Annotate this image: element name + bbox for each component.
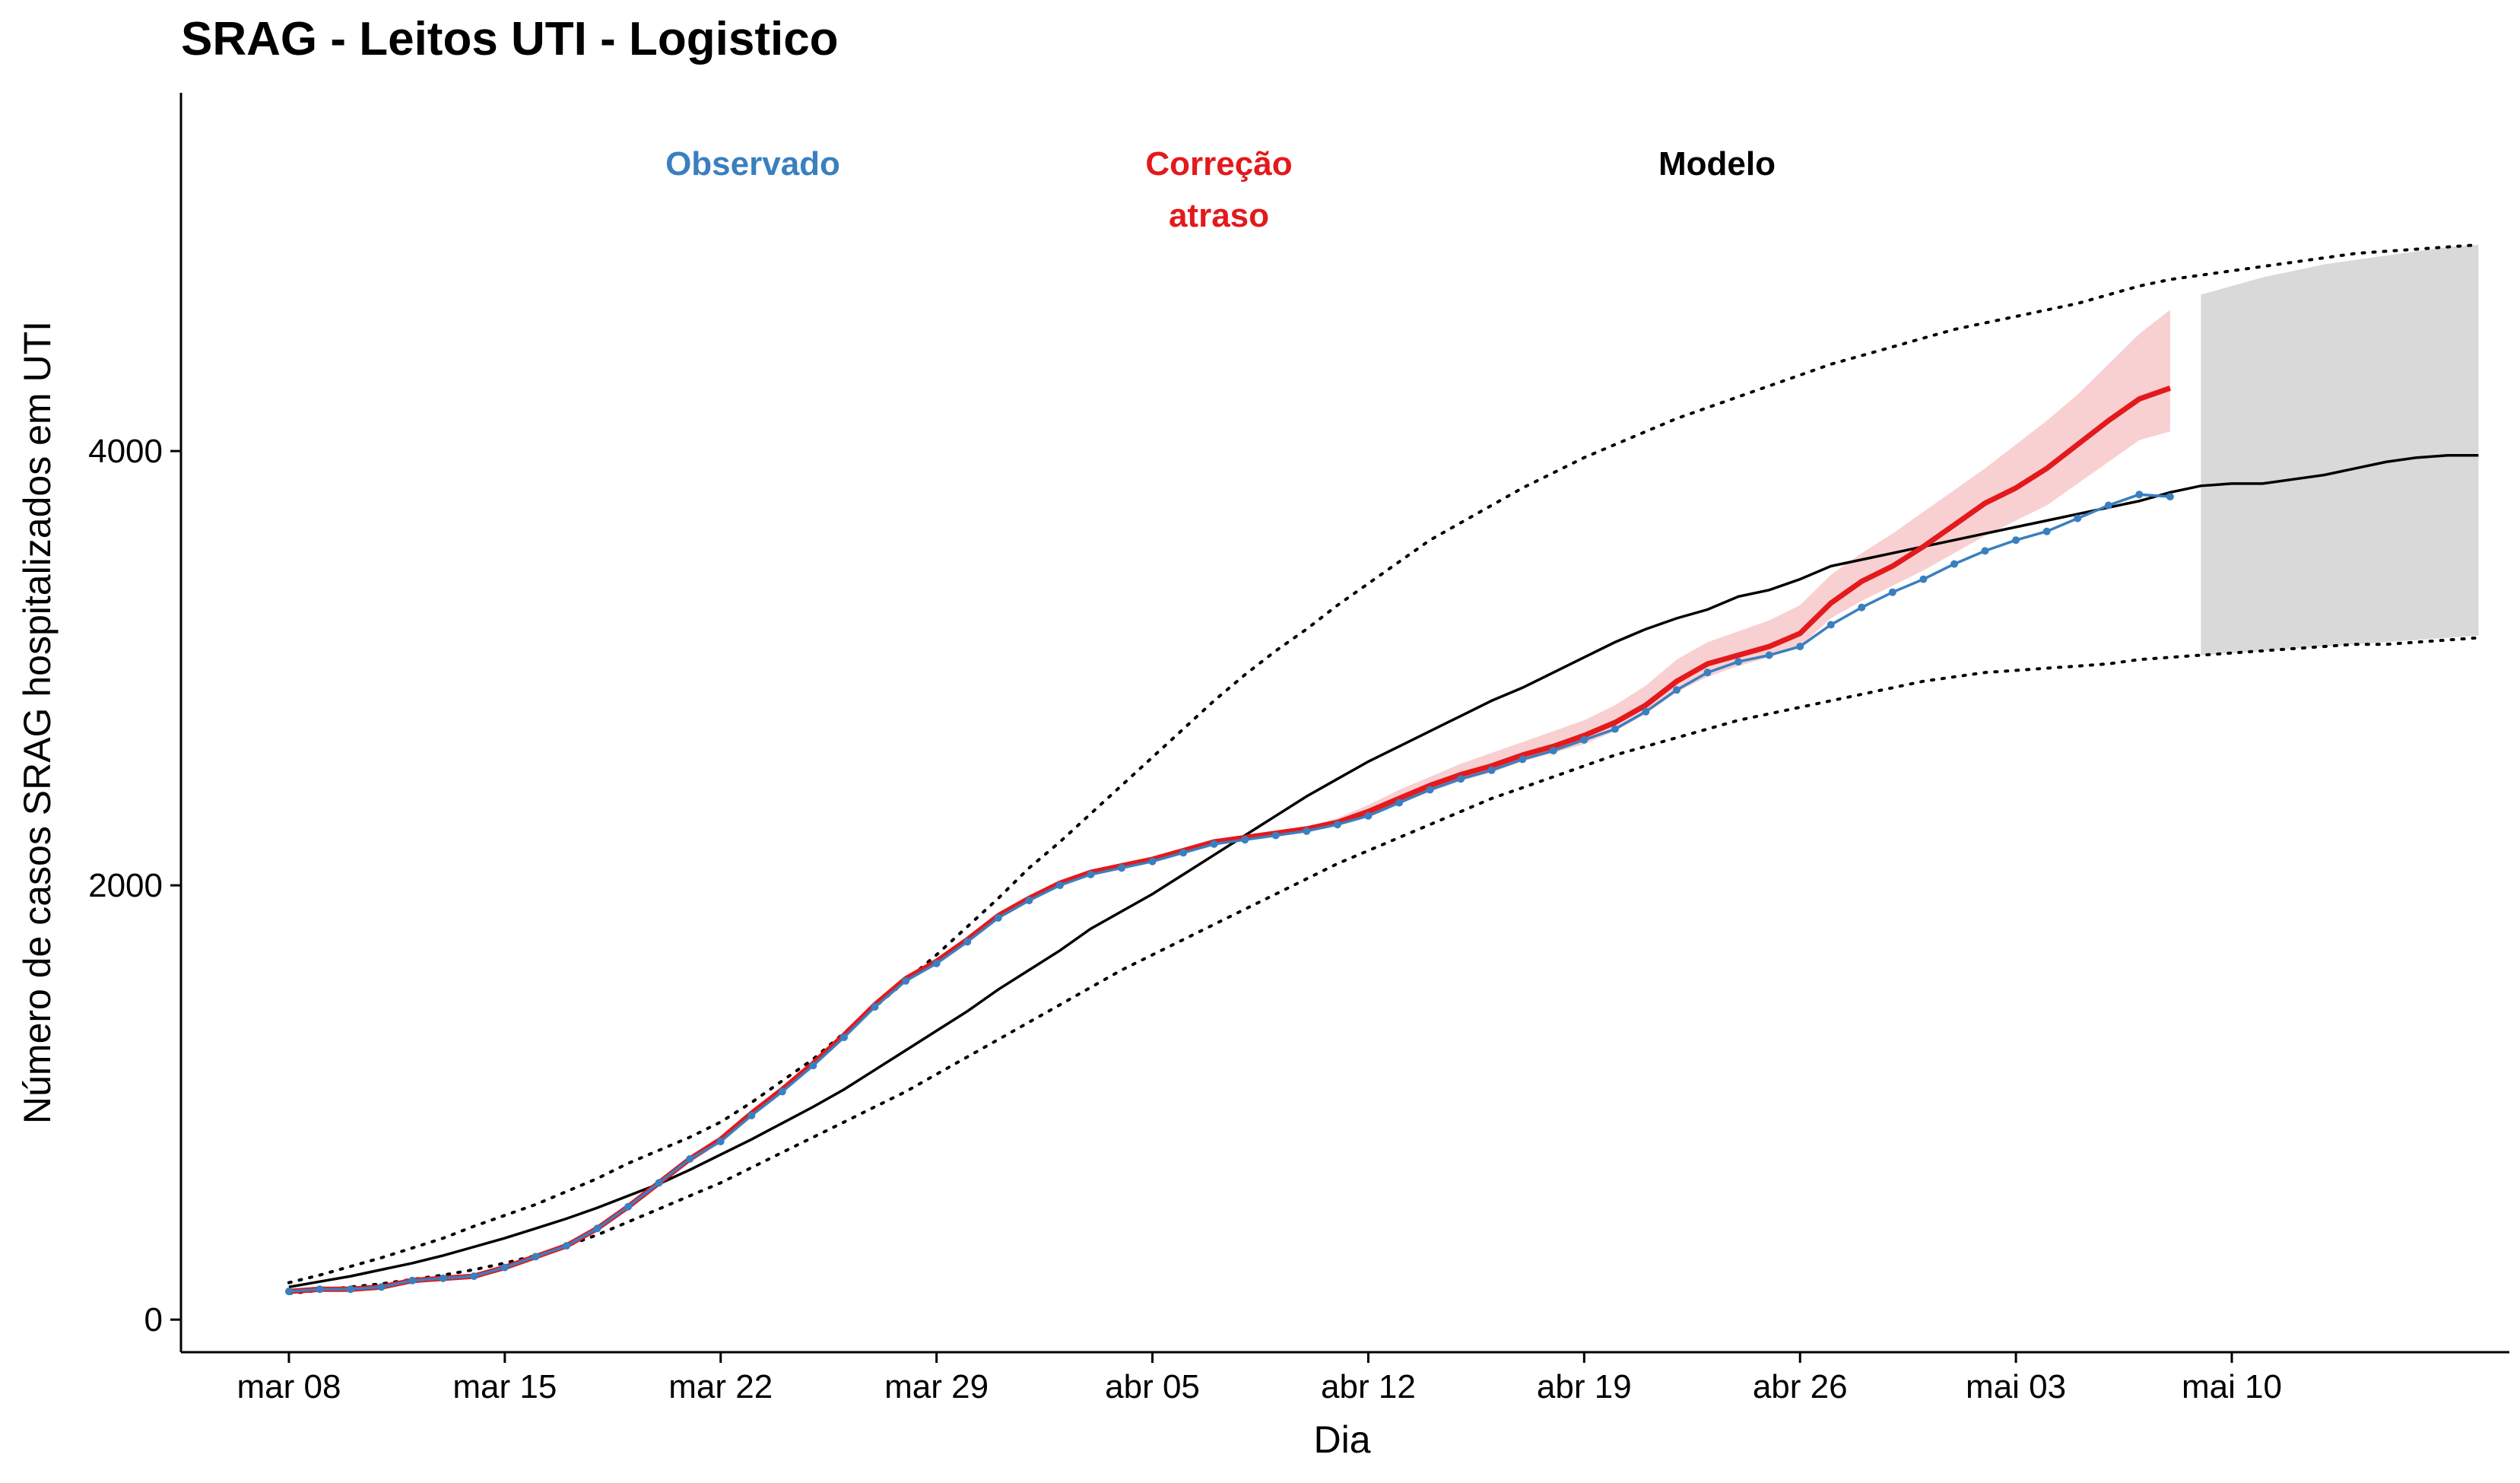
series-label-modelo: Modelo [1658, 145, 1776, 183]
data-point-observed [1303, 827, 1311, 835]
data-point-observed [1025, 897, 1033, 905]
forecast-band [2201, 244, 2479, 656]
x-tick-label: mai 10 [2182, 1368, 2282, 1405]
series-line-model-lower [287, 636, 2480, 1295]
data-point-observed [1765, 651, 1773, 659]
data-point-observed [1457, 775, 1465, 783]
data-point-observed [1796, 643, 1804, 651]
series-line-observed [288, 493, 2171, 1293]
data-point-observed [1210, 840, 1218, 848]
y-axis-title: Número de casos SRAG hospitalizados em U… [16, 321, 59, 1124]
data-point-observed [686, 1154, 694, 1163]
data-point-observed [563, 1242, 570, 1250]
x-tick-label: abr 05 [1105, 1368, 1200, 1405]
data-point-observed [778, 1088, 786, 1096]
data-point-observed [500, 1263, 509, 1272]
data-point-observed [1395, 799, 1403, 807]
data-point-observed [747, 1111, 756, 1119]
data-point-observed [1271, 831, 1280, 840]
series-label-text: Modelo [1658, 145, 1776, 183]
data-point-observed [1950, 560, 1958, 568]
series-labels: Observado Correção atraso Modelo [665, 145, 1776, 234]
y-tick-label: 0 [144, 1301, 163, 1339]
data-point-observed [871, 1003, 879, 1011]
y-tick-label: 4000 [88, 433, 163, 470]
data-point-observed [470, 1272, 478, 1281]
data-point-observed [932, 959, 941, 967]
data-point-observed [1333, 821, 1341, 829]
data-point-observed [1487, 766, 1496, 774]
data-point-observed [1827, 621, 1835, 629]
data-point-observed [2135, 491, 2144, 499]
series-line-model-upper [287, 243, 2480, 1285]
x-tick-label: mar 29 [884, 1368, 989, 1405]
data-point-observed [1519, 755, 1527, 764]
data-point-observed [963, 938, 972, 946]
data-point-observed [2074, 514, 2082, 522]
data-point-observed [716, 1138, 725, 1145]
data-point-observed [902, 976, 910, 985]
data-point-observed [1055, 881, 1064, 890]
data-point-observed [655, 1179, 663, 1187]
data-point-observed [1858, 603, 1866, 611]
x-tick-label: mar 22 [668, 1368, 773, 1405]
series-label-text: Correção [1145, 145, 1292, 183]
series-label-text: Observado [665, 145, 840, 183]
x-tick-label: mar 08 [236, 1368, 341, 1405]
data-point-observed [809, 1062, 817, 1070]
data-point-observed [1580, 735, 1588, 744]
data-point-observed [284, 1288, 293, 1296]
data-point-observed [994, 914, 1002, 922]
data-point-observed [2042, 527, 2051, 535]
x-tick-label: abr 26 [1753, 1368, 1848, 1405]
data-point-observed [347, 1285, 355, 1294]
plot-area [284, 243, 2480, 1296]
data-point-observed [624, 1202, 633, 1211]
data-point-observed [1673, 686, 1681, 694]
data-point-observed [439, 1274, 447, 1282]
data-point-observed [1148, 857, 1157, 865]
y-tick-label: 2000 [88, 867, 163, 904]
chart-title: SRAG - Leitos UTI - Logistico [181, 13, 839, 65]
data-point-observed [377, 1283, 386, 1291]
data-point-observed [1087, 870, 1095, 878]
data-point-observed [1364, 811, 1373, 820]
data-point-observed [1549, 747, 1557, 755]
data-point-observed [408, 1276, 417, 1285]
data-point-observed [1919, 575, 1928, 583]
data-point-observed [1241, 836, 1249, 844]
data-point-observed [1981, 547, 1989, 555]
data-point-observed [1179, 849, 1188, 857]
data-point-observed [532, 1253, 540, 1261]
data-point-observed [1734, 658, 1743, 666]
data-point-observed [316, 1285, 324, 1294]
x-axis-title: Dia [1313, 1418, 1370, 1461]
x-tick-label: abr 12 [1321, 1368, 1416, 1405]
data-point-observed [2104, 501, 2112, 510]
data-point-observed [593, 1224, 601, 1233]
x-tick-label: abr 19 [1537, 1368, 1632, 1405]
data-point-observed [1426, 786, 1434, 794]
series-label-correcao: Correção atraso [1145, 145, 1292, 234]
data-point-observed [2012, 536, 2020, 545]
data-point-observed [1642, 707, 1650, 716]
x-tick-label: mai 03 [1966, 1368, 2066, 1405]
data-point-observed [2166, 493, 2174, 501]
x-tick-label: mar 15 [452, 1368, 557, 1405]
data-point-observed [1118, 864, 1125, 872]
data-point-observed [1703, 668, 1712, 677]
data-point-observed [840, 1034, 848, 1041]
axes: mar 08 mar 15 mar 22 mar 29 abr 05 abr 12 abr … [88, 93, 2509, 1405]
data-point-observed [1611, 725, 1619, 733]
series-label-text: atraso [1169, 197, 1269, 234]
data-point-observed [1888, 588, 1896, 596]
series-label-observado: Observado [665, 145, 840, 183]
